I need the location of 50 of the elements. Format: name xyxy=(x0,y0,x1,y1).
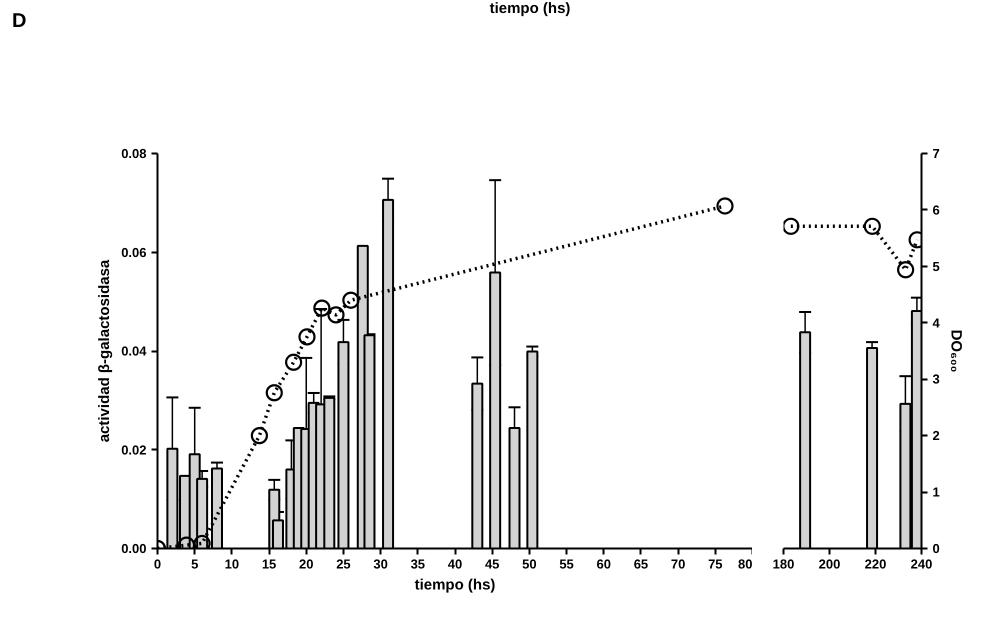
point xyxy=(313,300,330,317)
point xyxy=(784,218,800,235)
x-tick-label: 60 xyxy=(596,556,611,572)
point xyxy=(327,306,345,324)
x-tick-label: 65 xyxy=(634,556,648,572)
y2-tick-label: 5 xyxy=(932,258,940,274)
x-tick-label: 220 xyxy=(864,556,886,572)
x-tick-label: 25 xyxy=(336,556,351,572)
y-tick-label: 0.00 xyxy=(121,541,147,556)
x-tick-label: 35 xyxy=(410,556,426,572)
x-tick-label: 0 xyxy=(154,556,162,572)
y2-tick-label: 7 xyxy=(932,146,940,161)
text: tiempo (hs) xyxy=(490,0,570,17)
x-tick-label: 240 xyxy=(910,556,932,572)
point xyxy=(342,292,360,309)
point xyxy=(250,427,268,444)
x-tick-label: 50 xyxy=(522,556,537,572)
point xyxy=(716,197,734,215)
x-tick-label: 80 xyxy=(738,556,753,572)
y2-tick-label: 3 xyxy=(932,372,940,387)
x-tick-label: 5 xyxy=(191,556,198,572)
x-axis-title: tiempo (hs) xyxy=(414,576,496,594)
x-tick-label: 40 xyxy=(448,556,462,572)
y2-tick-label: 0 xyxy=(932,541,940,556)
y2-tick-label: 2 xyxy=(932,428,940,444)
y-tick-label: 0.04 xyxy=(121,344,148,358)
y-axis-title: actividad β-galactosidasa xyxy=(96,259,114,442)
x-tick-label: 20 xyxy=(299,556,314,572)
y2-tick-label: 4 xyxy=(932,315,940,330)
y2-tick-label: 6 xyxy=(932,202,940,218)
x-tick-label: 15 xyxy=(262,556,276,572)
y-tick-label: 0.08 xyxy=(121,146,147,161)
x-tick-label: 75 xyxy=(708,556,723,572)
x-tick-label: 200 xyxy=(818,556,840,572)
point xyxy=(298,328,316,346)
y-tick-label: 0.02 xyxy=(121,442,147,458)
y-tick-label: 0.06 xyxy=(121,244,147,260)
point xyxy=(285,354,302,371)
x-tick-label: 10 xyxy=(224,556,240,572)
x-tick-label: 45 xyxy=(484,556,500,572)
point xyxy=(266,384,283,402)
point xyxy=(864,218,881,235)
chart-title: D xyxy=(12,10,26,33)
point xyxy=(897,261,914,278)
x-tick-label: 180 xyxy=(772,556,794,572)
y2-axis-title: DO₆₀₀ xyxy=(948,330,965,372)
x-tick-label: 55 xyxy=(559,556,574,572)
x-tick-label: 70 xyxy=(670,556,686,572)
y2-tick-label: 1 xyxy=(932,484,940,500)
x-tick-label: 30 xyxy=(373,556,388,572)
